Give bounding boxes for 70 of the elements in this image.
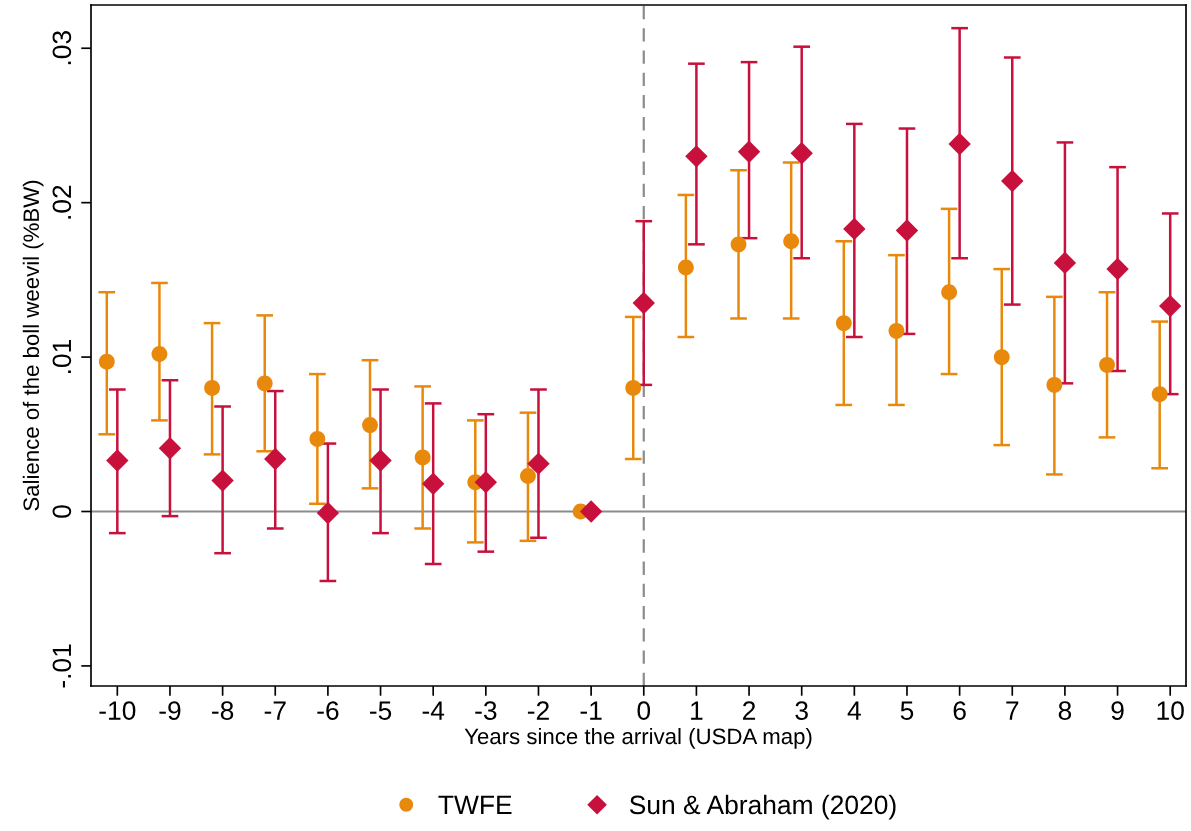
- point: [843, 217, 866, 241]
- point: [730, 236, 747, 253]
- y-tick-label: .02: [52, 185, 72, 219]
- x-tick-label: -8: [212, 701, 234, 720]
- point: [1159, 294, 1182, 318]
- point: [1151, 386, 1168, 403]
- x-tick-label: -6: [317, 701, 339, 720]
- x-tick-label: -7: [264, 701, 286, 720]
- point: [625, 380, 642, 396]
- legend-label: TWFE: [438, 795, 512, 814]
- point: [888, 322, 905, 339]
- y-tick-label: .01: [52, 340, 72, 374]
- point: [421, 472, 445, 495]
- point: [737, 140, 761, 163]
- x-tick-label: 5: [900, 701, 914, 720]
- point: [941, 284, 958, 301]
- point: [158, 436, 182, 460]
- x-tick-label: -9: [159, 701, 181, 720]
- x-tick-label: -2: [527, 701, 549, 720]
- point: [369, 449, 392, 472]
- point: [1106, 257, 1129, 281]
- point: [677, 259, 694, 276]
- x-tick-label: 3: [795, 701, 808, 720]
- point: [106, 449, 129, 472]
- x-tick-label: -4: [422, 701, 445, 720]
- x-tick-label: 7: [1006, 701, 1019, 720]
- x-tick-label: 4: [847, 701, 861, 720]
- x-tick-label: 2: [743, 701, 756, 720]
- x-tick-label: 6: [953, 701, 966, 720]
- point: [835, 315, 852, 332]
- y-tick-label: 0: [52, 505, 72, 518]
- x-tick-label: 10: [1157, 701, 1184, 720]
- point: [474, 470, 498, 494]
- y-axis-title: Salience of the boll weevil (%BW): [22, 180, 44, 511]
- y-tick-label: .03: [52, 31, 72, 65]
- point: [527, 452, 550, 475]
- x-tick-label: -1: [580, 701, 602, 720]
- point: [414, 449, 431, 466]
- point: [309, 431, 326, 447]
- point: [151, 346, 168, 362]
- point: [98, 353, 115, 370]
- point: [264, 447, 287, 471]
- point: [520, 468, 536, 484]
- x-tick-label: -5: [369, 701, 392, 720]
- point: [632, 291, 655, 315]
- point: [579, 500, 603, 523]
- point: [1001, 169, 1024, 193]
- x-tick-label: 0: [637, 701, 651, 720]
- point: [256, 375, 273, 392]
- y-tick-label: -.01: [52, 644, 72, 688]
- point: [993, 349, 1010, 365]
- x-tick-label: 8: [1058, 701, 1072, 720]
- point: [1053, 251, 1077, 275]
- point: [895, 219, 919, 242]
- x-tick-label: 1: [691, 701, 703, 720]
- legend-label: Sun & Abraham (2020): [629, 794, 896, 820]
- point: [685, 145, 708, 168]
- point: [204, 380, 220, 396]
- point: [1046, 376, 1063, 393]
- point: [211, 469, 234, 492]
- x-tick-label: -3: [475, 701, 497, 720]
- x-axis-title: Years since the arrival (USDA map): [464, 727, 812, 749]
- point: [362, 417, 378, 433]
- point: [948, 132, 971, 156]
- point: [316, 501, 340, 525]
- point: [783, 233, 800, 250]
- x-tick-label: 9: [1111, 701, 1124, 720]
- point: [790, 142, 813, 165]
- x-tick-label: -10: [99, 701, 136, 720]
- point: [1099, 356, 1115, 373]
